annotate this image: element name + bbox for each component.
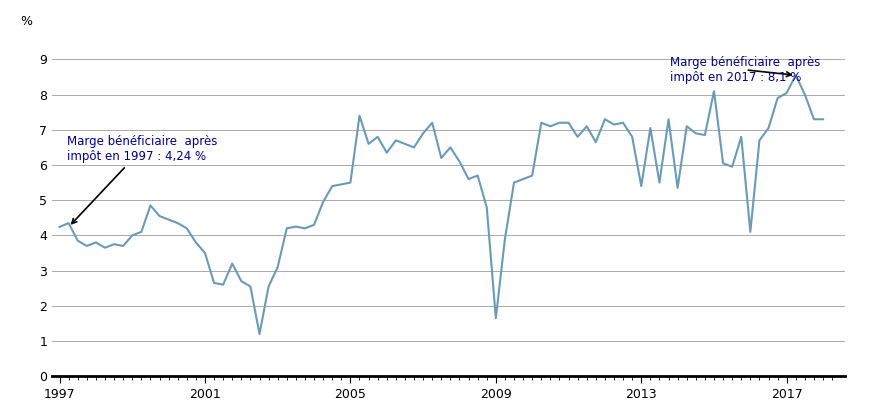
Text: Marge bénéficiaire  après
impôt en 2017 : 8,1 %: Marge bénéficiaire après impôt en 2017 :… <box>671 56 820 84</box>
Text: %: % <box>21 15 32 28</box>
Text: Marge bénéficiaire  après
impôt en 1997 : 4,24 %: Marge bénéficiaire après impôt en 1997 :… <box>67 135 217 224</box>
